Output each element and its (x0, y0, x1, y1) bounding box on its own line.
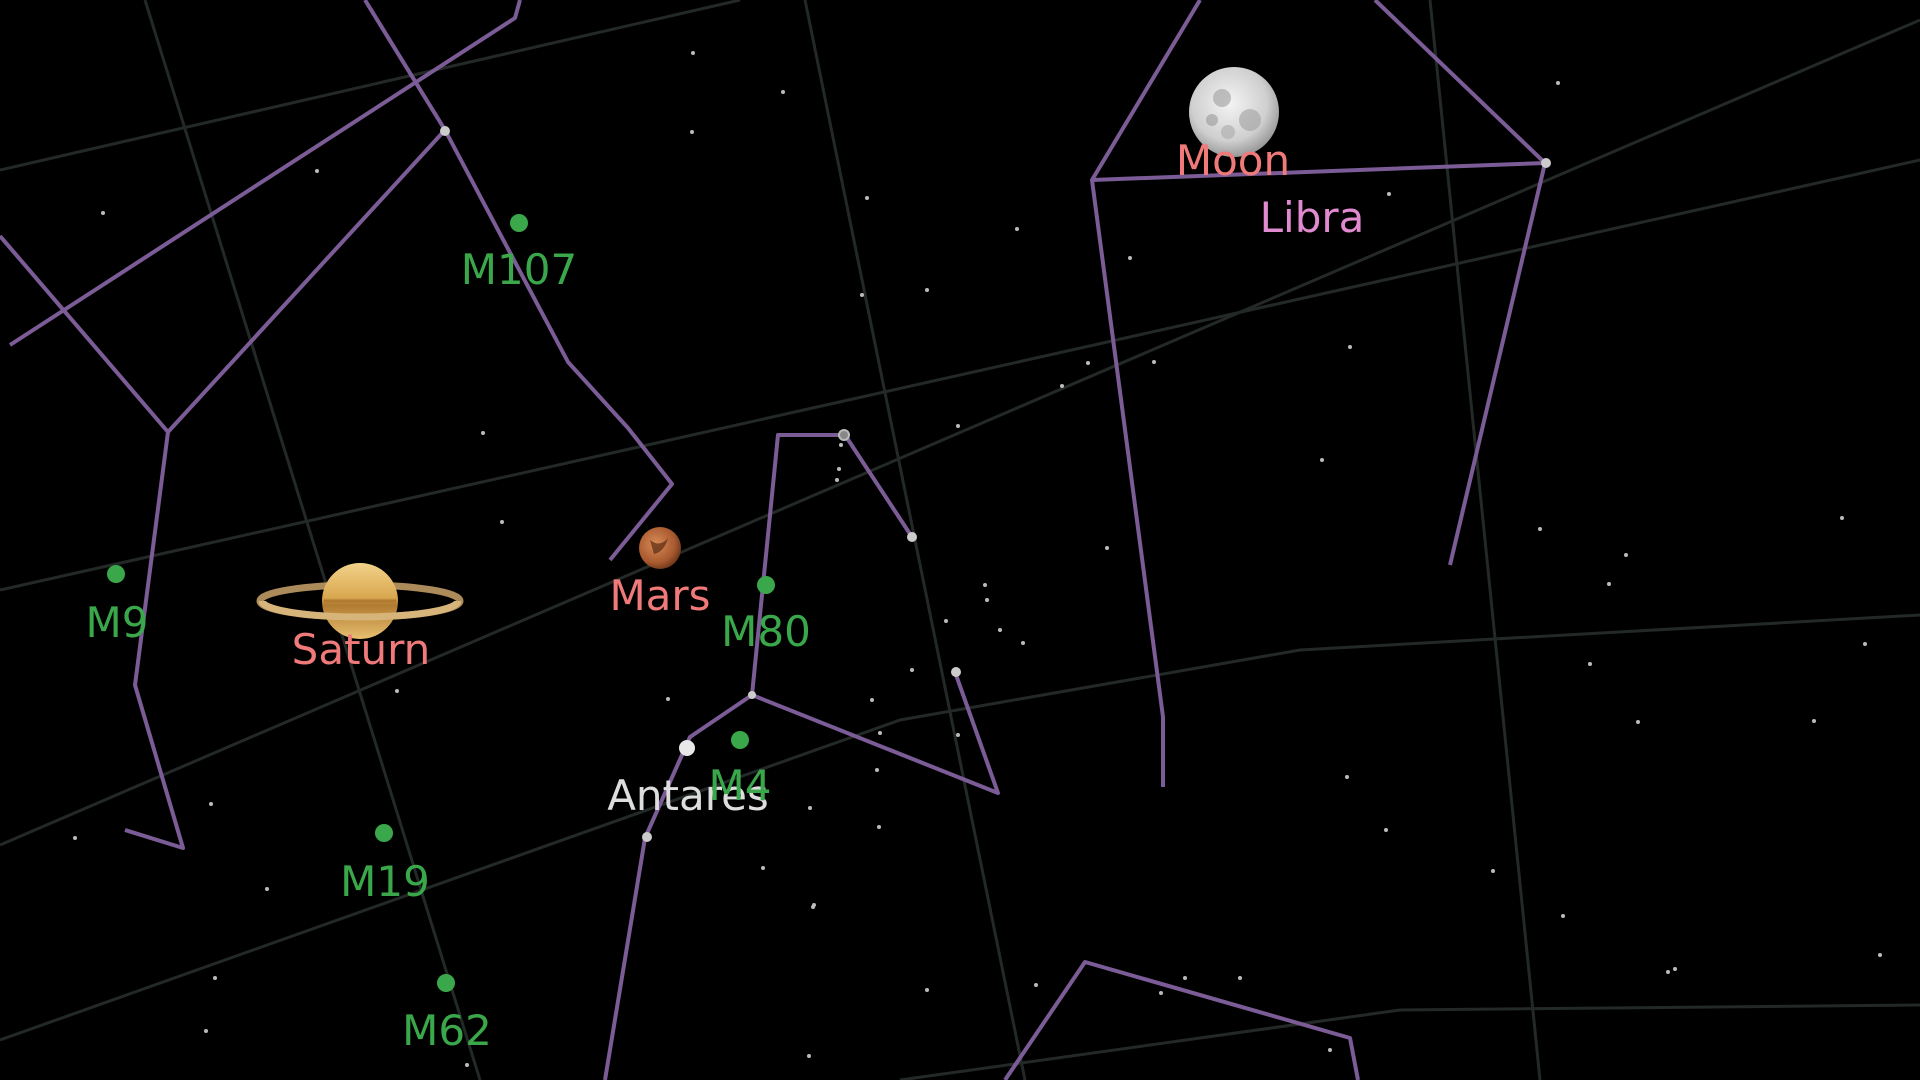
saturn-label[interactable]: Saturn (292, 625, 431, 674)
star (1541, 158, 1551, 168)
libra-label[interactable]: Libra (1260, 193, 1365, 242)
m107-label[interactable]: M107 (461, 245, 577, 294)
mars-icon[interactable] (639, 527, 681, 569)
antares-star[interactable] (679, 740, 695, 756)
m80-marker[interactable] (757, 576, 775, 594)
star (642, 832, 652, 842)
star (951, 667, 961, 677)
m107-marker[interactable] (510, 214, 528, 232)
background-stars (73, 51, 1882, 1067)
m4-label[interactable]: M4 (709, 761, 772, 810)
m19-marker[interactable] (375, 824, 393, 842)
m62-marker[interactable] (437, 974, 455, 992)
star (907, 532, 917, 542)
mars-label[interactable]: Mars (609, 571, 710, 620)
moon-icon[interactable] (1189, 67, 1279, 157)
m62-label[interactable]: M62 (402, 1006, 492, 1055)
libra-lines (1090, 0, 1547, 182)
m9-label[interactable]: M9 (86, 598, 149, 647)
sky-labels: Moon Libra Mars Saturn Antares M107 M9 M… (86, 136, 1365, 1055)
scorpius-lines (603, 433, 845, 1080)
bright-stars (440, 126, 1551, 842)
m80-label[interactable]: M80 (721, 607, 811, 656)
hercules-lines (8, 0, 522, 347)
ophiuchus-lines (0, 0, 447, 434)
saturn-icon[interactable] (256, 563, 464, 639)
m19-label[interactable]: M19 (340, 857, 430, 906)
antares-label[interactable]: Antares (607, 771, 769, 820)
m9-marker[interactable] (107, 565, 125, 583)
m4-marker[interactable] (731, 731, 749, 749)
star (838, 429, 850, 441)
star (748, 691, 756, 699)
messier-objects (107, 214, 775, 992)
constellation-lines (0, 0, 1547, 1080)
star (440, 126, 450, 136)
moon-label[interactable]: Moon (1176, 136, 1290, 185)
